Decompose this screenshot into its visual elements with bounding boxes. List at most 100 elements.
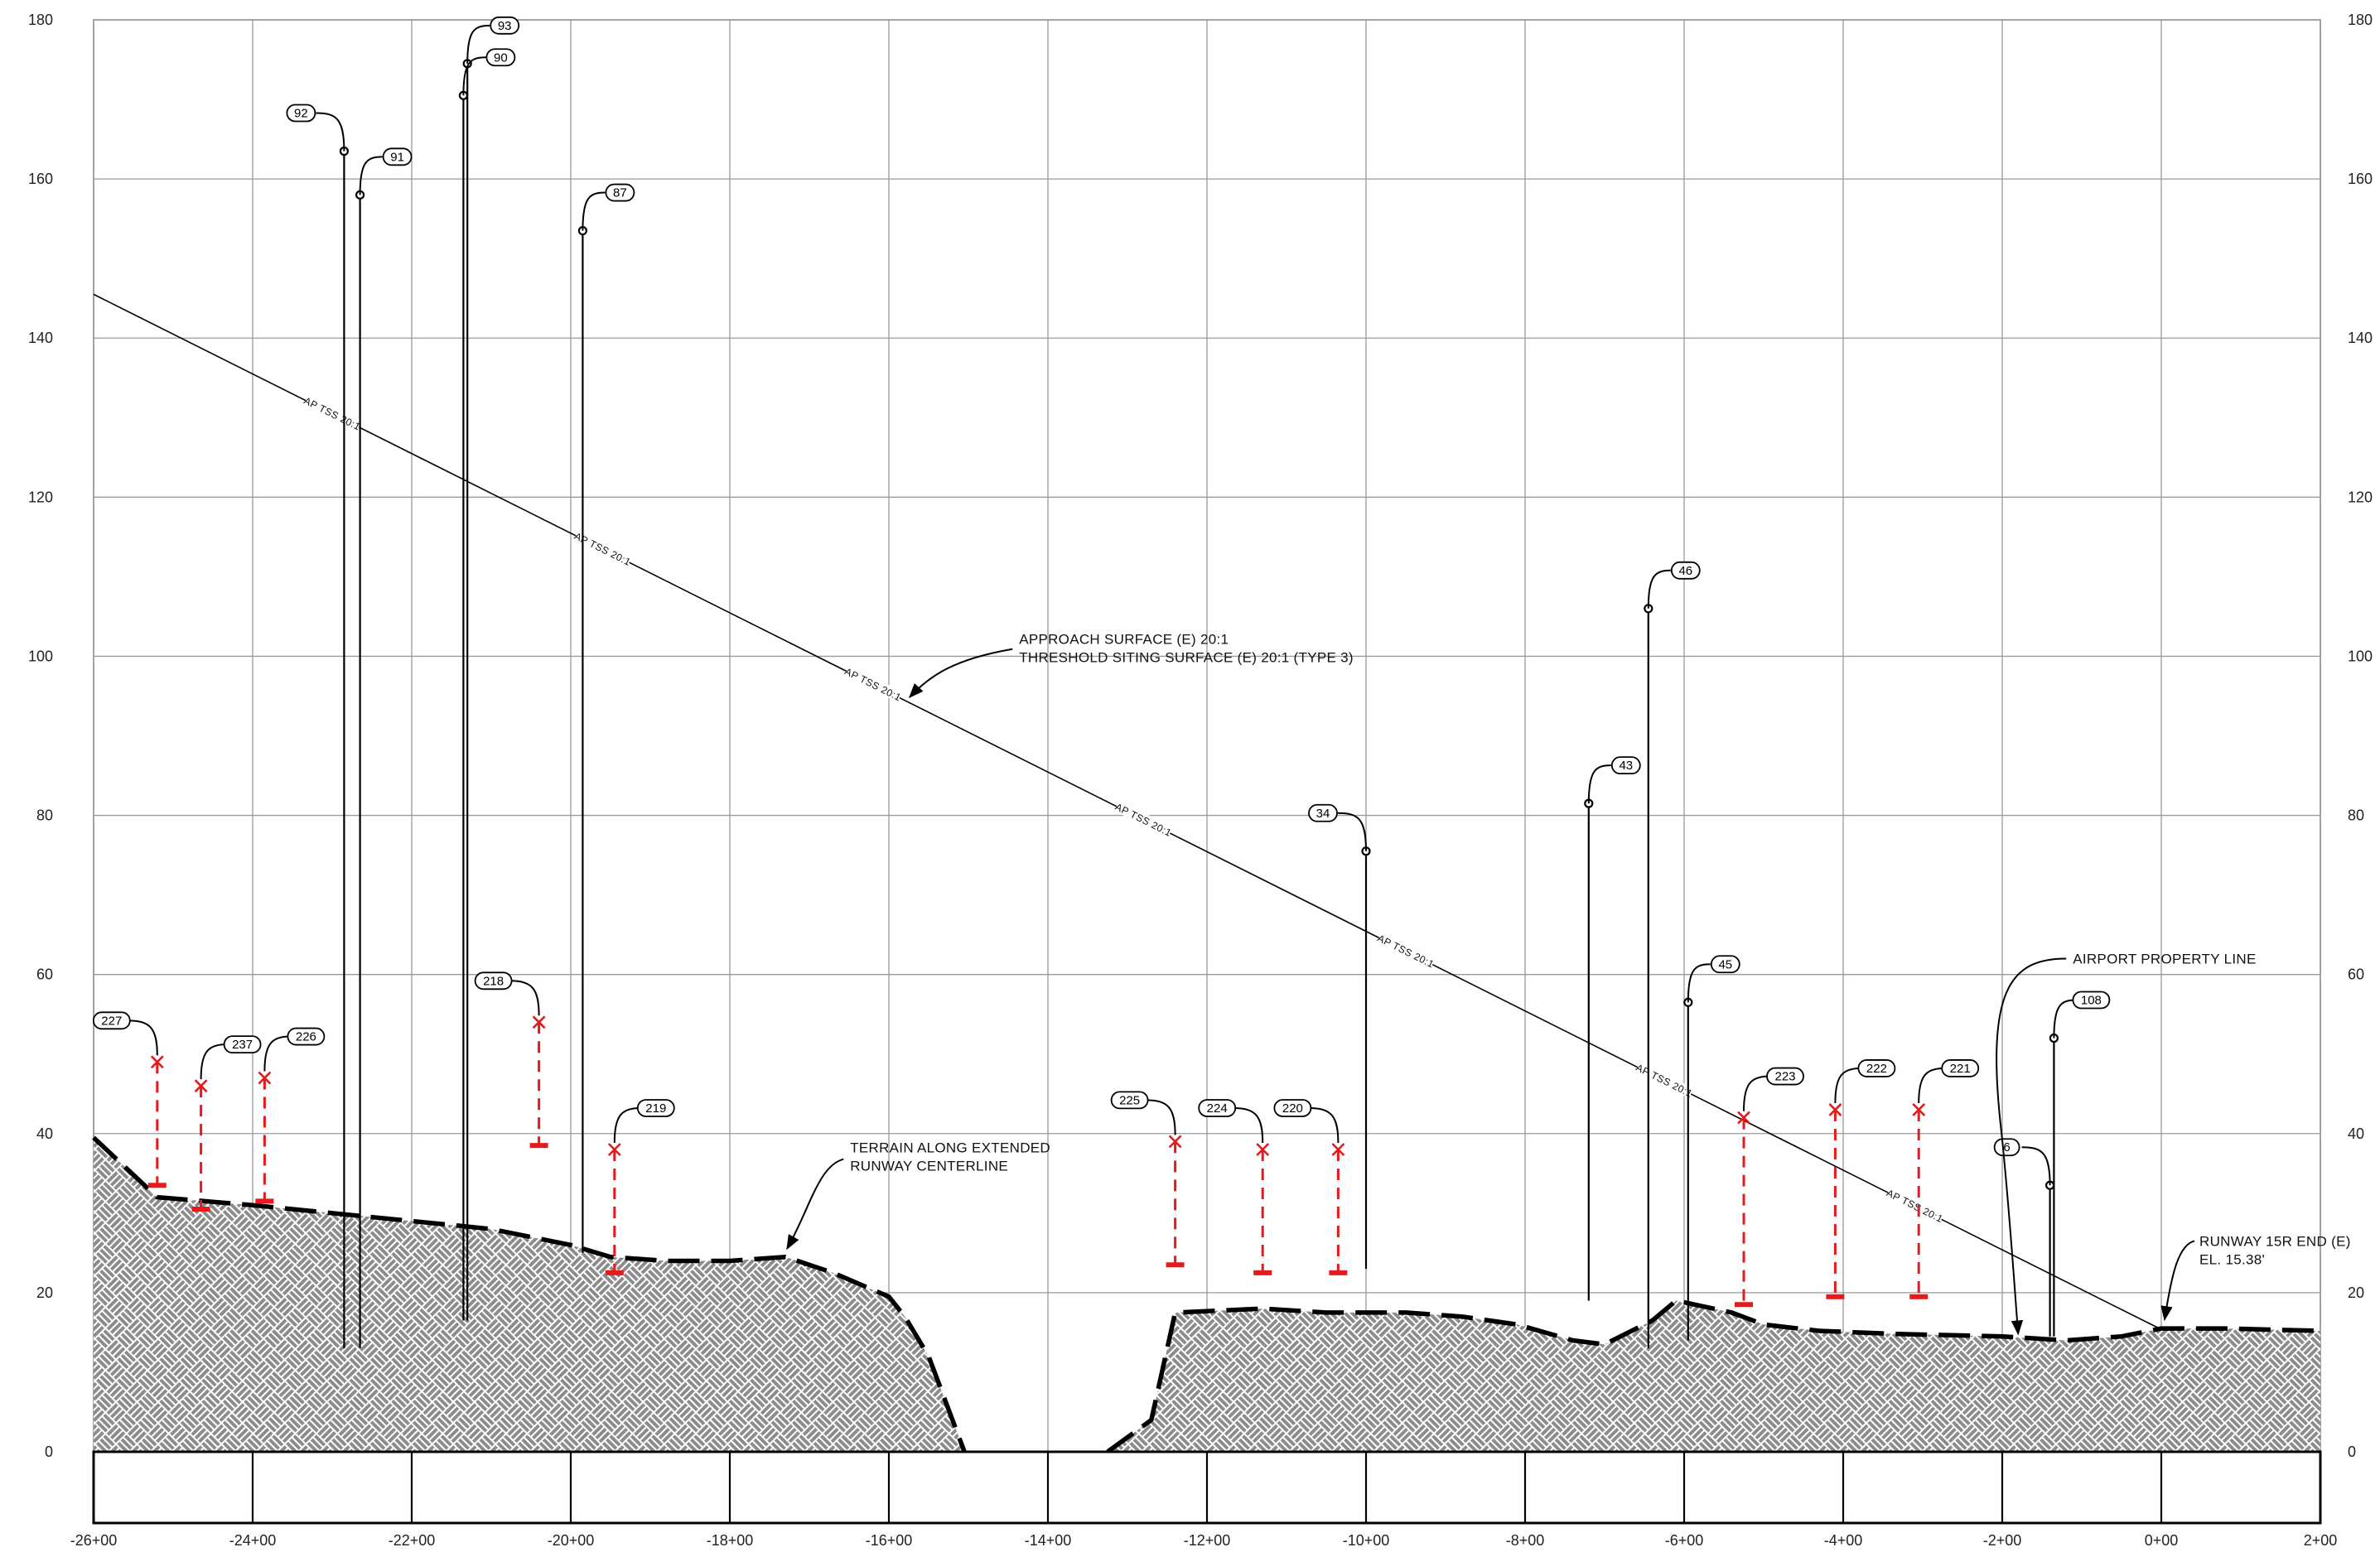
obstruction-red-x <box>532 1015 546 1029</box>
terrain-left-outline <box>92 1135 967 1453</box>
obstruction-tag-balloon <box>490 16 520 35</box>
obstruction-tag-balloon <box>636 1099 675 1117</box>
obstruction-tag-label: 6 <box>2003 1140 2010 1154</box>
obstructions: 93 90 92 91 87 46 43 34 45 108 6 227 237 226 218 219 225… <box>92 16 2111 1349</box>
obstruction-92: 92 <box>286 104 349 1349</box>
obstruction-tag-balloon <box>92 1011 131 1030</box>
obstruction-leader <box>128 1019 158 1056</box>
terrain-fill <box>92 1135 2321 1454</box>
obstruction-leader <box>1834 1067 1861 1103</box>
terrain-callout-line1: TERRAIN ALONG EXTENDED <box>850 1140 1050 1156</box>
obstruction-tag-label: 226 <box>296 1030 316 1044</box>
obstruction-leader <box>1743 1075 1769 1111</box>
obstruction-226: 226 <box>255 1027 326 1204</box>
obstruction-leader <box>200 1044 226 1080</box>
callouts: APPROACH SURFACE (E) 20:1 THRESHOLD SITIN… <box>786 632 2351 1336</box>
surface-label: AP TSS 20:1 <box>572 530 633 568</box>
station-tick-label: -16+00 <box>866 1532 913 1549</box>
approach-callout-leader <box>908 648 1013 699</box>
elevation-tick-label-right: 120 <box>2348 489 2373 505</box>
elevation-tick-label-left: 140 <box>28 330 53 346</box>
obstruction-93: 93 <box>462 16 520 1321</box>
obstruction-tag-balloon <box>1766 1067 1804 1086</box>
surface-label: AP TSS 20:1 <box>1634 1062 1695 1100</box>
obstruction-leader <box>462 56 486 96</box>
runway-end-leader <box>2160 1240 2195 1322</box>
obstruction-leader <box>1687 963 1711 1003</box>
station-tick-label: 2+00 <box>2304 1532 2338 1549</box>
approach-surface: AP TSS 20:1 AP TSS 20:1 AP TSS 20:1 AP TSS … <box>93 293 2162 1330</box>
obstruction-tag-balloon <box>1308 803 1338 822</box>
station-tick-label: -10+00 <box>1343 1532 1390 1549</box>
obstruction-red-x <box>1168 1135 1182 1149</box>
station-tick-label: -8+00 <box>1506 1532 1545 1549</box>
surface-label-bg <box>843 665 903 702</box>
obstruction-leader <box>1647 569 1671 609</box>
obstruction-90: 90 <box>458 48 516 1321</box>
obstruction-43: 43 <box>1584 756 1641 1301</box>
obstruction-tag-label: 43 <box>1619 759 1633 773</box>
elevation-tick-label-left: 20 <box>36 1284 53 1301</box>
elevation-tick-label-left: 0 <box>45 1444 53 1460</box>
obstruction-tag-balloon <box>1198 1099 1237 1117</box>
elevation-tick-label-left: 160 <box>28 171 53 187</box>
obstruction-tag-label: 225 <box>1119 1093 1140 1107</box>
obstruction-leader <box>316 112 345 152</box>
terrain-callout-leader <box>786 1158 844 1251</box>
station-tick-label: -24+00 <box>229 1532 277 1549</box>
obstruction-tag-balloon <box>1857 1059 1896 1077</box>
obstruction-tag-balloon <box>485 48 516 67</box>
obstruction-46: 46 <box>1644 561 1701 1349</box>
obstruction-tag-label: 34 <box>1316 807 1330 821</box>
terrain-right-outline <box>1106 1298 2321 1454</box>
obstruction-tag-balloon <box>287 1027 326 1046</box>
station-tick-label: -6+00 <box>1665 1532 1704 1549</box>
surface-label-bg <box>303 394 362 432</box>
obstruction-tag-balloon <box>1273 1099 1312 1117</box>
obstruction-tag-balloon <box>1993 1138 2020 1157</box>
obstruction-tag-label: 108 <box>2081 994 2102 1008</box>
runway-end-line1: RUNWAY 15R END (E) <box>2199 1233 2351 1249</box>
obstruction-leader <box>1309 1106 1340 1143</box>
approach-callout-line2: THRESHOLD SITING SURFACE (E) 20:1 (TYPE … <box>1019 650 1354 666</box>
obstruction-tag-label: 224 <box>1207 1101 1228 1116</box>
elevation-tick-label-right: 80 <box>2348 807 2364 824</box>
station-tick-label: -20+00 <box>548 1532 595 1549</box>
obstruction-leader <box>582 191 606 231</box>
obstruction-tag-label: 87 <box>613 186 627 200</box>
obstruction-leader <box>2053 999 2077 1039</box>
obstruction-221: 221 <box>1909 1059 1980 1299</box>
obstruction-red-x <box>1331 1143 1345 1156</box>
obstruction-leader <box>263 1035 290 1072</box>
obstruction-tag-balloon <box>1710 955 1740 974</box>
obstruction-tag-label: 93 <box>498 19 512 33</box>
property-line-leader <box>1996 957 2067 1336</box>
obstruction-tag-label: 46 <box>1678 564 1692 578</box>
station-tick-label: 0+00 <box>2145 1532 2179 1549</box>
surface-label: AP TSS 20:1 <box>1376 933 1436 971</box>
surface-label: AP TSS 20:1 <box>1885 1187 1945 1225</box>
elevation-tick-label-left: 40 <box>36 1125 53 1142</box>
elevation-tick-label-right: 140 <box>2348 330 2373 346</box>
obstruction-227: 227 <box>92 1011 167 1188</box>
obstruction-6: 6 <box>1993 1138 2055 1337</box>
station-tick-label: -4+00 <box>1824 1532 1863 1549</box>
obstruction-87: 87 <box>577 183 635 1253</box>
surface-label: AP TSS 20:1 <box>302 395 363 433</box>
obstruction-108: 108 <box>2049 990 2111 1337</box>
elevation-tick-label-right: 180 <box>2348 12 2373 28</box>
obstruction-223: 223 <box>1735 1067 1804 1308</box>
obstruction-tag-balloon <box>1941 1059 1980 1077</box>
obstruction-tag-label: 219 <box>645 1101 666 1116</box>
obstruction-tag-balloon <box>286 104 316 123</box>
surface-label-bg <box>1885 1186 1945 1224</box>
obstruction-tag-label: 222 <box>1866 1062 1887 1076</box>
obstruction-leader <box>1918 1067 1944 1103</box>
obstruction-tag-label: 237 <box>232 1038 253 1052</box>
obstruction-leader <box>509 980 540 1016</box>
station-tick-label: -22+00 <box>389 1532 436 1549</box>
terrain-callout-line2: RUNWAY CENTERLINE <box>850 1159 1008 1174</box>
surface-label-bg <box>1114 800 1173 838</box>
station-tick-label: -18+00 <box>707 1532 754 1549</box>
obstruction-225: 225 <box>1110 1091 1185 1268</box>
